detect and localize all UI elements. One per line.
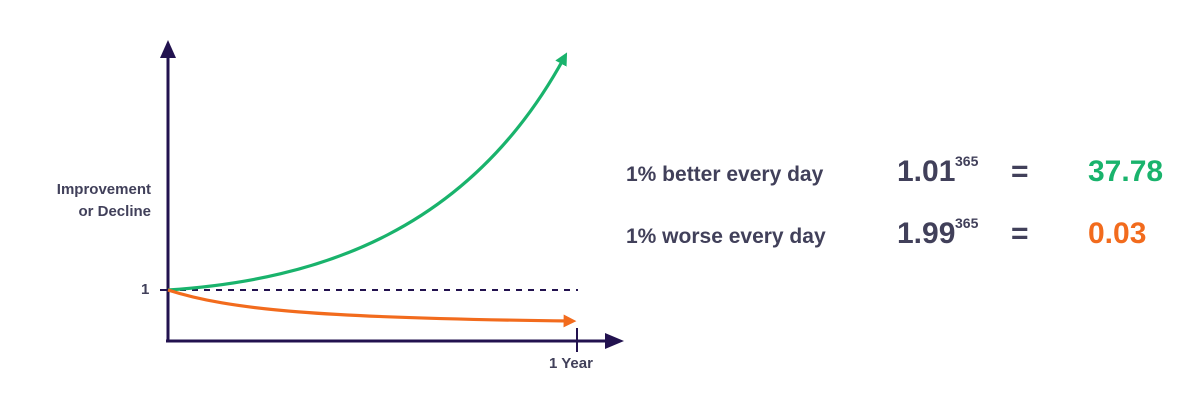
decline-curve <box>167 288 577 328</box>
equation-better-text: 1% better every day <box>626 163 824 186</box>
baseline-tick-label: 1 <box>141 281 150 298</box>
equation-worse-text: 1% worse every day <box>626 225 826 248</box>
equation-better-base: 1.01 <box>897 155 956 188</box>
x-axis-arrowhead <box>605 333 624 349</box>
equation-worse-exponent: 365 <box>955 215 979 231</box>
x-axis-label: 1 Year <box>549 355 593 372</box>
equation-worse: 1% worse every day 1.99 365 = 0.03 <box>0 215 1201 257</box>
equation-worse-result: 0.03 <box>1088 217 1147 250</box>
equation-better: 1% better every day 1.01 365 = 37.78 <box>0 153 1201 195</box>
y-axis-arrowhead <box>160 40 176 58</box>
equation-better-result: 37.78 <box>1088 155 1164 188</box>
equation-worse-equals: = <box>1011 217 1029 250</box>
y-axis-label-line2: or Decline <box>78 203 151 220</box>
equation-worse-base: 1.99 <box>897 217 956 250</box>
improvement-curve <box>167 52 568 292</box>
equation-better-equals: = <box>1011 155 1029 188</box>
equation-better-exponent: 365 <box>955 153 979 169</box>
y-axis-label-line1: Improvement <box>56 181 151 198</box>
